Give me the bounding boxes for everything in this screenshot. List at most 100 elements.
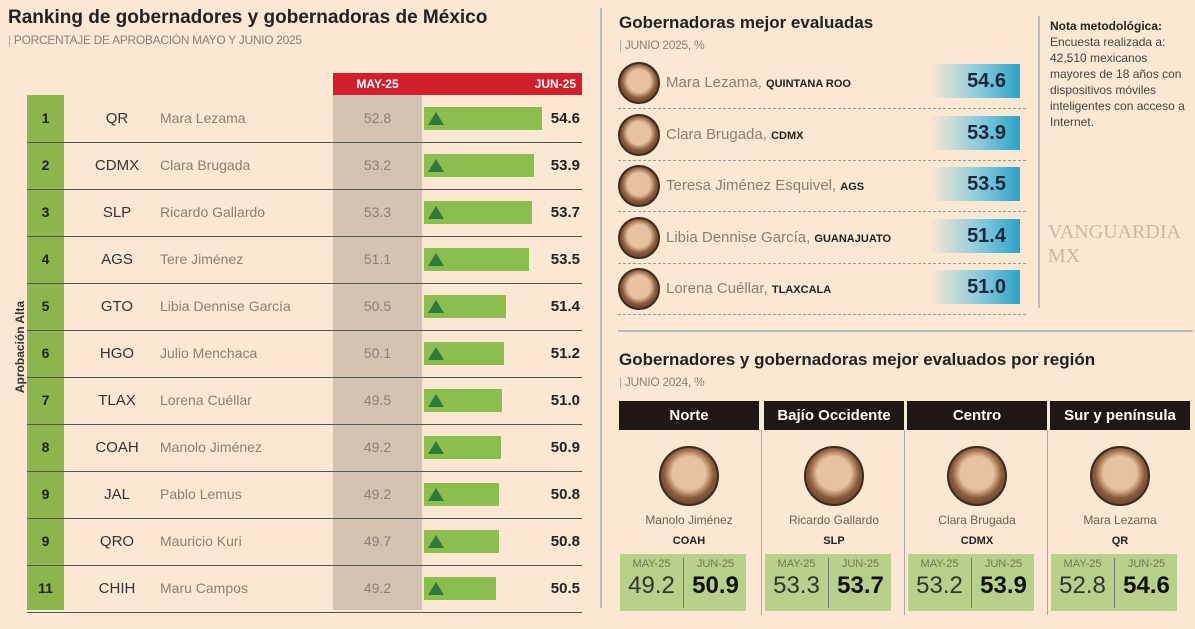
avatar [618, 216, 660, 259]
avatar [618, 113, 660, 156]
up-arrow-icon [428, 394, 444, 407]
jun-value: 50.9 [692, 572, 739, 599]
state-code: JAL [104, 486, 130, 503]
note-divider [1038, 16, 1040, 308]
may-value: 49.7 [363, 533, 392, 549]
jun-label: JUN-25 [1127, 558, 1166, 570]
jun-bar [424, 107, 542, 130]
may-value: 49.2 [363, 580, 392, 596]
state-code: QR [1111, 535, 1129, 547]
may-label: MAY-25 [632, 558, 671, 570]
jun-value: 53.7 [550, 204, 580, 221]
jun-bar [424, 436, 501, 459]
jun-label: JUN-25 [696, 558, 735, 570]
avatar [659, 446, 719, 506]
jun-label: JUN-25 [984, 558, 1023, 570]
watermark: VANGUARDIA MX [1048, 221, 1180, 267]
state-name: AGS [840, 181, 865, 193]
up-arrow-icon [428, 488, 444, 501]
state-name: TLAXCALA [771, 284, 832, 296]
may-value: 52.8 [1059, 572, 1106, 599]
jun-score: JUN-25 50.9 [683, 558, 747, 608]
state-code: TLAX [98, 392, 136, 409]
governor-name: Manolo Jiménez [160, 439, 262, 455]
governor-name: Maru Campos [160, 580, 248, 596]
approval-score: 51.4 [930, 218, 1020, 253]
up-arrow-icon [428, 582, 444, 595]
avatar [618, 165, 660, 207]
header-may: MAY-25 [356, 77, 399, 91]
governor-name: Clara Brugada [160, 157, 251, 173]
women-list-item: Libia Dennise García, GUANAJUATO 51.4 [618, 213, 1026, 264]
may-label: MAY-25 [777, 558, 816, 570]
avatar [804, 446, 864, 506]
jun-value: 53.9 [980, 572, 1027, 599]
state-code: SLP [102, 204, 132, 221]
note-title: Nota metodológica: [1050, 19, 1163, 33]
may-value: 49.2 [363, 486, 392, 502]
region-header: Norte [619, 401, 759, 430]
state-code: AGS [101, 251, 133, 268]
up-arrow-icon [428, 159, 444, 172]
jun-value: 53.5 [550, 251, 580, 268]
may-value: 50.1 [363, 345, 392, 361]
state-code: GTO [100, 298, 134, 315]
ranking-title: Ranking de gobernadores y gobernadoras d… [8, 7, 488, 28]
governor-name: Libia Dennise García [160, 298, 291, 314]
state-code: CDMX [94, 157, 140, 174]
governor-name: Julio Menchaca [160, 345, 258, 361]
governor-name: Ricardo Gallardo [160, 204, 266, 220]
region-card: Centro Clara Brugada CDMX MAY-25 53.2 JUN-25 5… [904, 401, 1047, 615]
region-header: Sur y península [1050, 401, 1190, 430]
women-list-item: Teresa Jiménez Esquivel, AGS 53.5 [618, 161, 1026, 212]
governor-name: Pablo Lemus [160, 486, 242, 502]
jun-value: 50.9 [550, 439, 580, 456]
governor-name: Mara Lezama [160, 110, 246, 126]
women-list-item: Lorena Cuéllar, TLAXCALA 51.0 [618, 264, 1026, 315]
state-code: COAH [672, 535, 706, 547]
may-value: 51.1 [363, 251, 392, 267]
may-score: MAY-25 53.3 [765, 554, 828, 600]
jun-value: 50.5 [550, 580, 580, 597]
approval-score: 54.6 [930, 64, 1020, 98]
governor-label: Libia Dennise García, GUANAJUATO [666, 229, 891, 246]
ranking-row: 1 QR Mara Lezama 52.8 54.6 [27, 95, 582, 143]
rank-number: 9 [41, 486, 50, 502]
rank-number: 8 [41, 439, 50, 455]
ranking-row: 6 HGO Julio Menchaca 50.1 51.2 [27, 330, 582, 378]
ranking-row: 5 GTO Libia Dennise García 50.5 51.4 [27, 283, 582, 331]
jun-bar [424, 342, 504, 365]
region-header: Centro [907, 401, 1047, 430]
may-value: 49.2 [363, 439, 392, 455]
up-arrow-icon [428, 206, 444, 219]
column-header: MAY-25 JUN-25 [333, 73, 582, 95]
may-value: 53.3 [363, 204, 392, 220]
rank-number: 2 [41, 157, 50, 173]
region-divider [761, 430, 762, 615]
governor-label: Clara Brugada, CDMX [666, 126, 803, 143]
approval-score: 53.9 [930, 115, 1020, 150]
governor-label: Mara Lezama, QUINTANA ROO [666, 74, 851, 91]
may-score: MAY-25 52.8 [1051, 554, 1114, 600]
jun-value: 51.2 [550, 345, 580, 362]
up-arrow-icon [428, 441, 444, 454]
score-box: MAY-25 53.3 JUN-25 53.7 [765, 554, 891, 611]
section-divider [618, 330, 1193, 332]
rank-number: 6 [41, 345, 50, 361]
may-column [333, 95, 422, 610]
women-title: Gobernadoras mejor evaluadas [619, 13, 874, 32]
rank-number: 1 [41, 110, 50, 126]
may-value: 52.8 [363, 110, 392, 126]
jun-score: JUN-25 53.7 [828, 558, 892, 608]
jun-bar [424, 389, 502, 412]
state-code: CHIH [98, 580, 136, 597]
avatar [1090, 446, 1150, 506]
avatar [618, 62, 660, 104]
governor-name: Mara Lezama, [666, 74, 762, 91]
governor-name: Tere Jiménez [160, 251, 244, 267]
may-value: 49.2 [628, 572, 675, 599]
state-code: CDMX [960, 535, 994, 547]
regions-subtitle: JUNIO 2024, % [619, 375, 705, 389]
jun-bar [424, 154, 534, 177]
jun-bar [424, 483, 500, 506]
